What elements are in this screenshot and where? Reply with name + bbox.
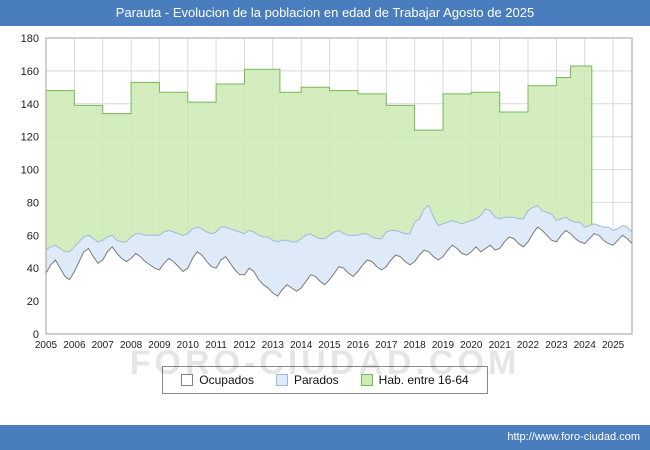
svg-text:40: 40 — [27, 263, 39, 275]
svg-text:2021: 2021 — [489, 340, 512, 351]
svg-text:2010: 2010 — [177, 340, 200, 351]
legend-swatch-0 — [181, 374, 194, 386]
legend-item-0: Ocupados — [181, 373, 254, 387]
svg-text:2023: 2023 — [545, 340, 568, 351]
svg-text:140: 140 — [21, 99, 39, 111]
svg-text:100: 100 — [21, 165, 39, 177]
svg-text:2025: 2025 — [602, 340, 625, 351]
chart-title: Parauta - Evolucion de la poblacion en e… — [0, 0, 650, 26]
legend-swatch-2 — [360, 374, 373, 386]
legend-item-1: Parados — [275, 373, 339, 387]
svg-text:2013: 2013 — [262, 340, 285, 351]
svg-text:2017: 2017 — [375, 340, 398, 351]
svg-text:2019: 2019 — [432, 340, 455, 351]
svg-text:2020: 2020 — [460, 340, 483, 351]
svg-text:2018: 2018 — [403, 340, 426, 351]
svg-text:80: 80 — [27, 197, 39, 209]
svg-text:160: 160 — [21, 66, 39, 78]
svg-text:0: 0 — [33, 329, 39, 341]
legend-swatch-1 — [275, 374, 288, 386]
svg-text:2024: 2024 — [574, 340, 597, 351]
svg-text:2015: 2015 — [318, 340, 341, 351]
svg-text:2016: 2016 — [347, 340, 370, 351]
legend: Ocupados Parados Hab. entre 16-64 — [162, 366, 488, 394]
svg-text:180: 180 — [21, 33, 39, 45]
svg-text:2006: 2006 — [63, 340, 86, 351]
svg-text:2007: 2007 — [92, 340, 115, 351]
plot-area: 0 20 40 60 80 100 120 140 160 180 2005 2006 2007 2008… — [0, 26, 650, 360]
legend-label-0: Ocupados — [199, 373, 254, 387]
legend-label-1: Parados — [293, 373, 339, 387]
svg-text:2022: 2022 — [517, 340, 540, 351]
legend-row: Ocupados Parados Hab. entre 16-64 — [0, 366, 650, 394]
legend-label-2: Hab. entre 16-64 — [378, 373, 469, 387]
svg-text:2012: 2012 — [233, 340, 256, 351]
svg-text:2009: 2009 — [148, 340, 171, 351]
svg-text:60: 60 — [27, 230, 39, 242]
population-chart: 0 20 40 60 80 100 120 140 160 180 2005 2006 2007 2008… — [21, 33, 633, 351]
svg-text:2014: 2014 — [290, 340, 313, 351]
svg-text:2008: 2008 — [120, 340, 143, 351]
svg-text:20: 20 — [27, 296, 39, 308]
foro-ciudad-link[interactable]: http://www.foro-ciudad.com — [507, 431, 640, 443]
svg-text:2005: 2005 — [35, 340, 58, 351]
legend-item-2: Hab. entre 16-64 — [360, 373, 469, 387]
svg-text:120: 120 — [21, 132, 39, 144]
footer-bar: http://www.foro-ciudad.com — [0, 425, 650, 450]
svg-text:2011: 2011 — [205, 340, 227, 351]
